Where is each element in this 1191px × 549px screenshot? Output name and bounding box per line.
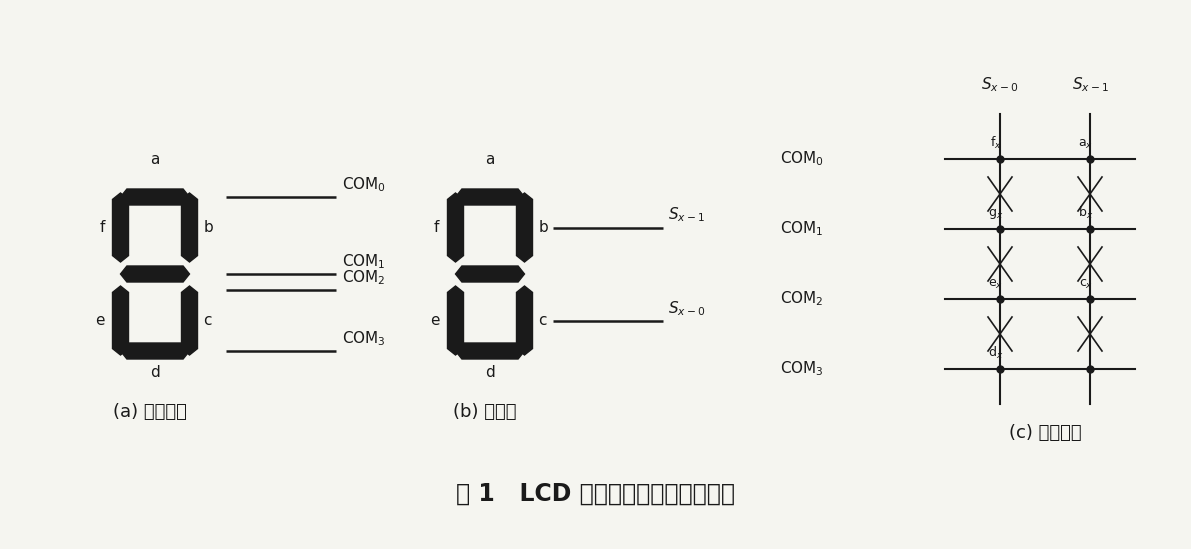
Text: d: d	[485, 365, 495, 380]
Text: f$_x$: f$_x$	[990, 135, 1002, 151]
Polygon shape	[112, 193, 129, 262]
Text: c: c	[538, 313, 547, 328]
Polygon shape	[455, 343, 524, 359]
Polygon shape	[448, 193, 463, 262]
Text: $S_{x-1}$: $S_{x-1}$	[668, 206, 705, 225]
Text: f: f	[99, 220, 105, 235]
Text: b$_x$: b$_x$	[1078, 205, 1093, 221]
Text: c: c	[204, 313, 212, 328]
Polygon shape	[448, 286, 463, 355]
Polygon shape	[455, 189, 524, 205]
Polygon shape	[120, 189, 189, 205]
Text: b: b	[538, 220, 548, 235]
Polygon shape	[517, 286, 532, 355]
Text: $S_{x-0}$: $S_{x-0}$	[668, 299, 706, 317]
Text: (c) 等效电路: (c) 等效电路	[1009, 424, 1081, 442]
Text: g$_x$: g$_x$	[989, 207, 1004, 221]
Text: (b) 段电极: (b) 段电极	[454, 403, 517, 421]
Text: (a) 公共电极: (a) 公共电极	[113, 403, 187, 421]
Polygon shape	[455, 266, 524, 282]
Text: e: e	[430, 313, 439, 328]
Text: $S_{x-0}$: $S_{x-0}$	[981, 75, 1018, 94]
Text: COM$_3$: COM$_3$	[780, 360, 824, 378]
Polygon shape	[181, 193, 198, 262]
Text: COM$_2$: COM$_2$	[342, 268, 385, 287]
Text: e$_x$: e$_x$	[989, 278, 1004, 291]
Text: COM$_0$: COM$_0$	[342, 175, 386, 194]
Text: d: d	[150, 365, 160, 380]
Text: $S_{x-1}$: $S_{x-1}$	[1072, 75, 1109, 94]
Text: COM$_0$: COM$_0$	[780, 150, 824, 169]
Text: COM$_1$: COM$_1$	[780, 220, 824, 238]
Text: b: b	[204, 220, 213, 235]
Text: f: f	[435, 220, 439, 235]
Text: g: g	[150, 262, 160, 277]
Text: d$_x$: d$_x$	[989, 345, 1004, 361]
Polygon shape	[120, 343, 189, 359]
Text: e: e	[95, 313, 105, 328]
Polygon shape	[517, 193, 532, 262]
Text: a: a	[485, 152, 494, 167]
Text: a: a	[150, 152, 160, 167]
Text: g: g	[485, 262, 495, 277]
Text: 图 1   LCD 电极连接结构及等效电路: 图 1 LCD 电极连接结构及等效电路	[455, 482, 735, 506]
Text: c$_x$: c$_x$	[1079, 278, 1093, 291]
Polygon shape	[120, 266, 189, 282]
Text: a$_x$: a$_x$	[1079, 138, 1093, 151]
Polygon shape	[181, 286, 198, 355]
Text: COM$_2$: COM$_2$	[780, 290, 824, 309]
Polygon shape	[112, 286, 129, 355]
Text: COM$_3$: COM$_3$	[342, 329, 386, 348]
Text: COM$_1$: COM$_1$	[342, 253, 385, 271]
